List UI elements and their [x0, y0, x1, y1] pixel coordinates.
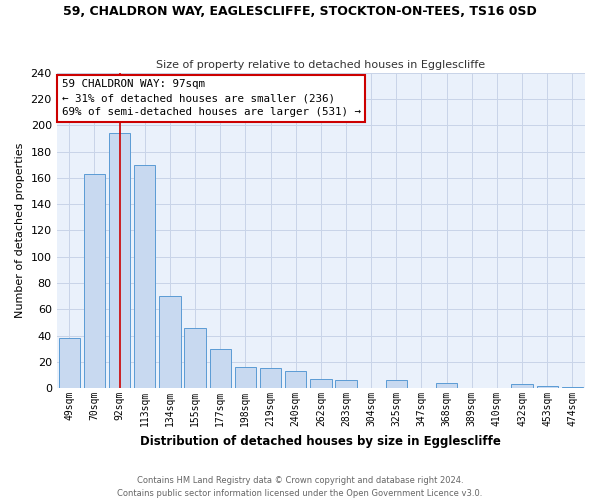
Bar: [562, 387, 583, 388]
Text: 59 CHALDRON WAY: 97sqm
← 31% of detached houses are smaller (236)
69% of semi-de: 59 CHALDRON WAY: 97sqm ← 31% of detached…: [62, 79, 361, 117]
Bar: [436, 383, 457, 388]
Bar: [536, 386, 558, 388]
Bar: [310, 379, 332, 388]
Bar: [386, 380, 407, 388]
Bar: [260, 368, 281, 388]
Bar: [184, 328, 206, 388]
Bar: [285, 371, 307, 388]
Bar: [159, 296, 181, 388]
Bar: [511, 384, 533, 388]
Y-axis label: Number of detached properties: Number of detached properties: [15, 142, 25, 318]
Bar: [235, 367, 256, 388]
Text: Contains HM Land Registry data © Crown copyright and database right 2024.
Contai: Contains HM Land Registry data © Crown c…: [118, 476, 482, 498]
Bar: [109, 133, 130, 388]
X-axis label: Distribution of detached houses by size in Egglescliffe: Distribution of detached houses by size …: [140, 434, 501, 448]
Bar: [335, 380, 356, 388]
Bar: [59, 338, 80, 388]
Text: 59, CHALDRON WAY, EAGLESCLIFFE, STOCKTON-ON-TEES, TS16 0SD: 59, CHALDRON WAY, EAGLESCLIFFE, STOCKTON…: [63, 5, 537, 18]
Bar: [209, 348, 231, 388]
Title: Size of property relative to detached houses in Egglescliffe: Size of property relative to detached ho…: [156, 60, 485, 70]
Bar: [134, 164, 155, 388]
Bar: [84, 174, 105, 388]
